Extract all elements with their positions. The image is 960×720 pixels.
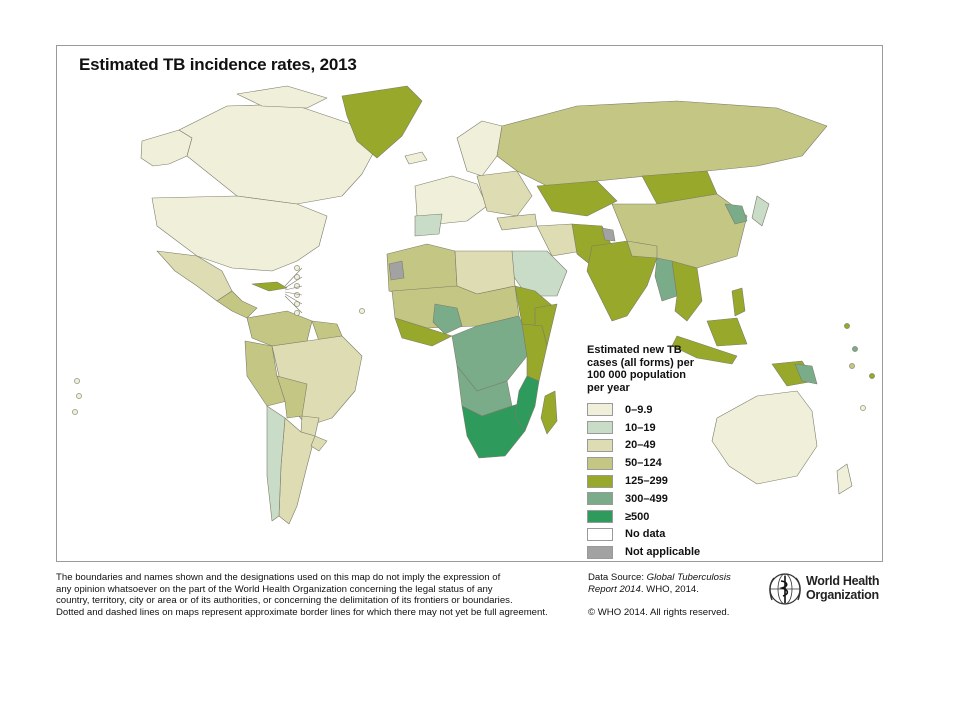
region-uruguay: [310, 435, 328, 452]
map-title: Estimated TB incidence rates, 2013: [79, 55, 357, 74]
legend-swatch: [587, 492, 613, 506]
region-southeast-asia: [671, 260, 703, 322]
legend-item: 300–499: [587, 490, 747, 508]
who-wordmark-line: Organization: [806, 588, 879, 602]
region-myanmar: [654, 257, 678, 302]
region-canada: [178, 103, 378, 205]
region-iceland: [404, 151, 428, 165]
world-map: [72, 85, 875, 525]
region-iberia: [414, 213, 443, 237]
legend-title-line: Estimated new TB: [587, 344, 682, 356]
legend-item: 10–19: [587, 419, 747, 437]
legend-label: 20–49: [625, 439, 656, 452]
region-bolivia: [276, 375, 308, 419]
legend-label: 50–124: [625, 457, 662, 470]
legend-swatch: [587, 438, 613, 452]
who-emblem-icon: [769, 573, 801, 605]
region-alaska: [140, 129, 193, 167]
disclaimer-line: any opinion whatsoever on the part of th…: [56, 583, 493, 595]
copyright-text: © WHO 2014. All rights reserved.: [588, 607, 730, 618]
region-kazakhstan: [536, 180, 618, 217]
legend-item: No data: [587, 526, 747, 544]
region-korea-japan: [724, 203, 748, 225]
region-russia: [496, 100, 828, 187]
disclaimer-line: The boundaries and names shown and the d…: [56, 572, 501, 583]
legend-label: 0–9.9: [625, 403, 653, 416]
source-suffix: . WHO, 2014.: [640, 583, 699, 595]
source-report: Report 2014: [588, 583, 641, 595]
source-prefix: Data Source:: [588, 572, 644, 583]
region-turkey: [496, 213, 538, 231]
legend-swatch: [587, 527, 613, 541]
who-logo: World Health Organization: [766, 570, 886, 610]
disclaimer-line: country, territory, city or area or of i…: [56, 595, 513, 607]
region-usa: [151, 195, 328, 272]
legend-swatch: [587, 510, 613, 524]
legend-item: ≥500: [587, 508, 747, 526]
legend-label: 10–19: [625, 421, 656, 434]
legend-item: 20–49: [587, 437, 747, 455]
region-caribbean: [251, 281, 288, 292]
region-western-sahara: [388, 260, 405, 281]
legend-label: Not applicable: [625, 546, 701, 559]
region-greenland: [341, 85, 423, 159]
region-eastern-europe: [476, 170, 533, 217]
region-west-africa-coast: [394, 317, 453, 347]
legend-title-line: 100 000 population: [587, 369, 687, 381]
legend-title-line: per year: [587, 381, 630, 394]
region-venezuela-colombia: [246, 310, 313, 347]
region-borneo: [706, 317, 748, 347]
who-wordmark: World Health Organization: [806, 574, 880, 602]
legend-label: 300–499: [625, 492, 668, 505]
legend-label: 125–299: [625, 475, 668, 488]
data-source: Data Source: Global Tuberculosis Report …: [588, 572, 731, 595]
region-central-america: [216, 290, 258, 319]
region-libya-egypt: [454, 250, 516, 295]
legend-swatch: [587, 474, 613, 488]
region-japan: [751, 195, 770, 227]
region-scandinavia: [456, 120, 503, 177]
legend-swatch: [587, 456, 613, 470]
legend-item: Not applicable: [587, 543, 747, 561]
region-new-zealand: [836, 463, 853, 495]
legend-item: 125–299: [587, 472, 747, 490]
legend-item: 50–124: [587, 454, 747, 472]
region-png: [794, 363, 818, 385]
legend-label: No data: [625, 528, 666, 541]
legend-item: 0–9.9: [587, 401, 747, 419]
legend-label: ≥500: [625, 510, 650, 523]
disclaimer-line: Dotted and dashed lines on maps represen…: [56, 606, 548, 618]
legend-swatch: [587, 403, 613, 417]
legend-swatch: [587, 421, 613, 435]
legend-title-line: cases (all forms) per: [587, 356, 694, 369]
region-mozambique: [514, 375, 540, 432]
region-chile: [266, 405, 286, 522]
region-indonesia-west: [671, 335, 738, 365]
region-philippines: [731, 287, 746, 317]
map-panel: Estimated TB incidence rates, 2013: [56, 45, 883, 562]
region-nigeria: [432, 303, 463, 335]
region-arctic-islands: [236, 85, 328, 109]
disclaimer-text: The boundaries and names shown and the d…: [56, 572, 576, 618]
who-wordmark-line: World Health: [806, 574, 880, 588]
map-legend: Estimated new TB cases (all forms) per 1…: [587, 344, 747, 561]
legend-swatch: [587, 545, 613, 559]
legend-title: Estimated new TB cases (all forms) per 1…: [587, 344, 747, 394]
region-kashmir: [601, 227, 616, 242]
region-madagascar: [540, 390, 558, 435]
source-title: Global Tuberculosis: [646, 572, 731, 583]
region-australia: [711, 390, 818, 485]
